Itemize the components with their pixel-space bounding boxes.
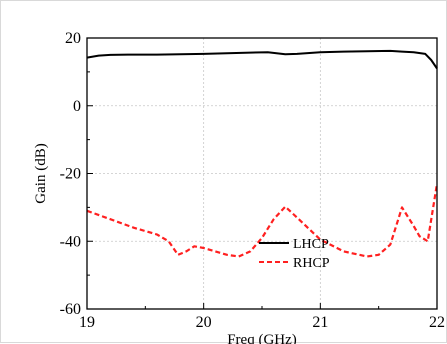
series-line-lhcp xyxy=(86,49,438,70)
legend-label-rhcp: RHCP xyxy=(293,256,330,271)
series-lines xyxy=(86,49,439,258)
x-tick-label: 20 xyxy=(196,314,212,331)
y-tick-label: -20 xyxy=(60,166,81,183)
y-tick-label: -60 xyxy=(60,301,81,318)
grid xyxy=(87,38,437,309)
y-tick-label: 20 xyxy=(65,30,81,47)
x-axis-label: Freq (GHz) xyxy=(227,332,297,344)
legend: LHCP RHCP xyxy=(259,237,330,271)
series-line-rhcp xyxy=(86,183,439,258)
legend-label-lhcp: LHCP xyxy=(293,237,329,252)
axis-ticks: 19 20 21 22 20 0 -20 -40 -60 xyxy=(60,30,445,331)
x-tick-label: 21 xyxy=(312,314,328,331)
y-tick-label: 0 xyxy=(73,98,81,115)
x-tick-label: 19 xyxy=(79,314,95,331)
y-axis-label: Gain (dB) xyxy=(33,143,49,203)
x-tick-label: 22 xyxy=(429,314,445,331)
y-tick-label: -40 xyxy=(60,233,81,250)
